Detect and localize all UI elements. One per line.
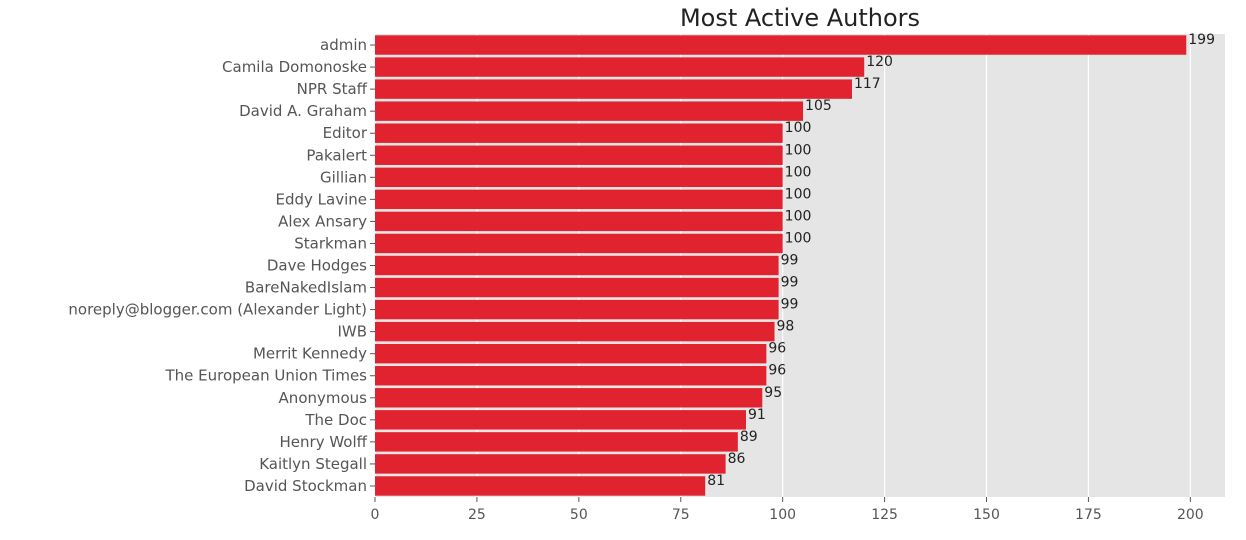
bar <box>375 123 783 143</box>
y-tick-label: admin <box>320 36 367 54</box>
y-tick-label: The European Union Times <box>164 367 367 385</box>
y-tick-label: NPR Staff <box>297 80 368 98</box>
data-label: 105 <box>805 98 832 114</box>
y-tick-label: Dave Hodges <box>267 257 367 275</box>
x-tick-label: 0 <box>371 507 380 523</box>
x-tick-label: 200 <box>1177 507 1204 523</box>
bar <box>375 101 804 121</box>
data-labels: 199 120 117 105 100 100 100 100 100 100 99 99 99 98 96… <box>707 32 1215 489</box>
data-label: 98 <box>777 319 795 335</box>
y-tick-label: Pakalert <box>306 146 367 164</box>
bar <box>375 366 767 386</box>
y-tick-label: Alex Ansary <box>278 212 367 230</box>
data-label: 100 <box>785 164 812 180</box>
data-label: 100 <box>785 186 812 202</box>
bar <box>375 57 865 77</box>
data-label: 86 <box>728 451 746 467</box>
bar <box>375 167 783 188</box>
y-tick-label: David Stockman <box>244 477 367 495</box>
data-label: 91 <box>748 407 766 423</box>
data-label: 100 <box>785 230 812 246</box>
x-tick-label: 150 <box>973 507 1000 523</box>
y-tick-label: The Doc <box>304 411 367 429</box>
data-label: 89 <box>740 429 758 445</box>
data-label: 96 <box>768 363 786 379</box>
chart-title: Most Active Authors <box>680 4 920 32</box>
y-tick-label: IWB <box>337 323 367 341</box>
data-label: 99 <box>781 253 799 269</box>
bar <box>375 79 852 99</box>
bar <box>375 211 783 232</box>
y-tick-label: Gillian <box>320 168 367 186</box>
x-tick-label: 100 <box>769 507 796 523</box>
y-tick-label: Kaitlyn Stegall <box>259 455 367 473</box>
bar <box>375 343 767 364</box>
data-label: 117 <box>854 76 881 92</box>
bars <box>375 35 1187 496</box>
y-tick-label: Camila Domonoske <box>222 58 367 76</box>
y-tick-label: BareNakedIslam <box>245 279 367 297</box>
bar <box>375 277 779 298</box>
x-tick-label: 175 <box>1075 507 1102 523</box>
y-tick-label: noreply@blogger.com (Alexander Light) <box>68 301 367 319</box>
x-tick-label: 75 <box>672 507 690 523</box>
data-label: 96 <box>768 341 786 357</box>
bar <box>375 321 775 342</box>
bar <box>375 233 783 254</box>
bar <box>375 454 726 474</box>
data-label: 199 <box>1188 32 1215 48</box>
bar <box>375 432 738 452</box>
y-tick-label: Anonymous <box>279 389 368 407</box>
bar <box>375 255 779 276</box>
data-label: 100 <box>785 120 812 136</box>
data-label: 100 <box>785 142 812 158</box>
x-tick-label: 50 <box>570 507 588 523</box>
data-label: 100 <box>785 208 812 224</box>
data-label: 81 <box>707 473 725 489</box>
data-label: 95 <box>764 385 782 401</box>
y-tick-label: Eddy Lavine <box>276 190 368 208</box>
y-tick-label: David A. Graham <box>239 102 367 120</box>
y-tick-label: Merrit Kennedy <box>253 345 367 363</box>
bar <box>375 35 1187 55</box>
y-axis-labels: admin Camila Domonoske NPR Staff David A. G… <box>68 36 375 495</box>
bar <box>375 410 746 430</box>
x-tick-label: 25 <box>468 507 486 523</box>
y-tick-label: Editor <box>323 124 368 142</box>
data-label: 120 <box>866 54 893 70</box>
bar <box>375 388 763 408</box>
y-tick-label: Starkman <box>294 234 367 252</box>
bar <box>375 299 779 320</box>
bar <box>375 476 706 496</box>
y-tick-label: Henry Wolff <box>280 433 368 451</box>
data-label: 99 <box>781 297 799 313</box>
x-axis-ticks: 0 25 50 75 100 125 150 175 200 <box>371 497 1204 523</box>
bar <box>375 189 783 210</box>
bar <box>375 145 783 165</box>
x-tick-label: 125 <box>871 507 898 523</box>
data-label: 99 <box>781 275 799 291</box>
